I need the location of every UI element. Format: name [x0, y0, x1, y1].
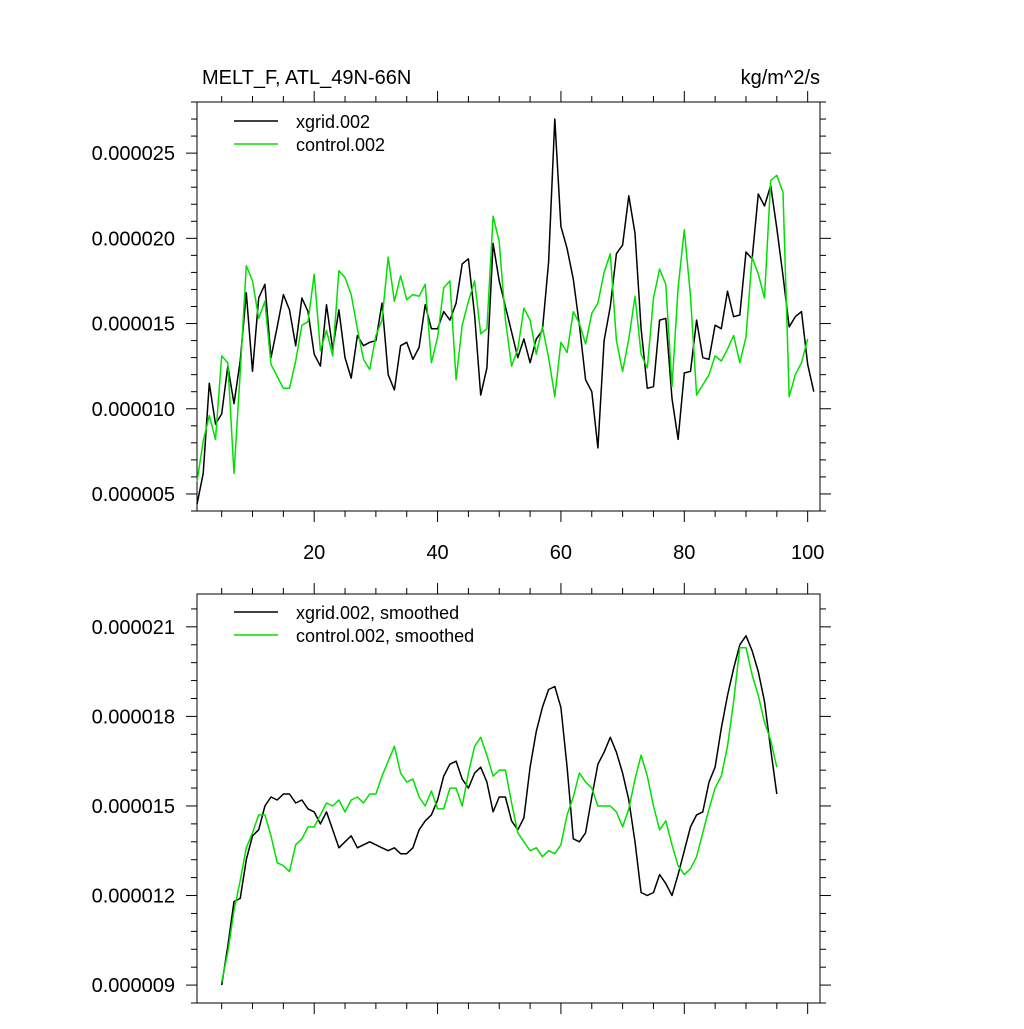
units-label: kg/m^2/s	[741, 67, 820, 89]
y-tick-label: 0.000020	[92, 228, 175, 250]
x-tick-label: 40	[426, 542, 448, 564]
legend-label-1: xgrid.002	[296, 112, 370, 132]
y-tick-label: 0.000012	[92, 886, 175, 908]
series-line-2	[220, 646, 778, 983]
y-tick-label: 0.000010	[92, 399, 175, 421]
y-tick-label: 0.000015	[92, 314, 175, 336]
legend-label-1: xgrid.002, smoothed	[296, 603, 459, 623]
series-line-1	[220, 635, 778, 986]
plot-frame	[196, 101, 821, 512]
x-tick-label: 60	[550, 542, 572, 564]
y-tick-label: 0.000005	[92, 484, 175, 506]
x-tick-label: 20	[303, 542, 325, 564]
y-tick-label: 0.000018	[92, 706, 175, 728]
top-panel: 20 40 60 80 100 0.000005 0.000010 0.000015 0.000…	[92, 91, 831, 564]
plot-frame	[196, 593, 821, 1004]
legend-label-2: control.002, smoothed	[296, 626, 474, 646]
series-line-1	[196, 118, 815, 505]
legend-label-2: control.002	[296, 135, 385, 155]
y-tick-label: 0.000025	[92, 143, 175, 165]
bottom-panel: 0.000009 0.000012 0.000015 0.000018 0.000021…	[92, 583, 831, 1014]
series-line-2	[196, 174, 809, 483]
y-tick-label: 0.000009	[92, 975, 175, 997]
y-tick-label: 0.000015	[92, 796, 175, 818]
x-tick-label: 80	[673, 542, 695, 564]
x-tick-label: 100	[791, 542, 824, 564]
plot-title: MELT_F, ATL_49N-66N	[202, 67, 411, 89]
y-tick-label: 0.000021	[92, 617, 175, 639]
